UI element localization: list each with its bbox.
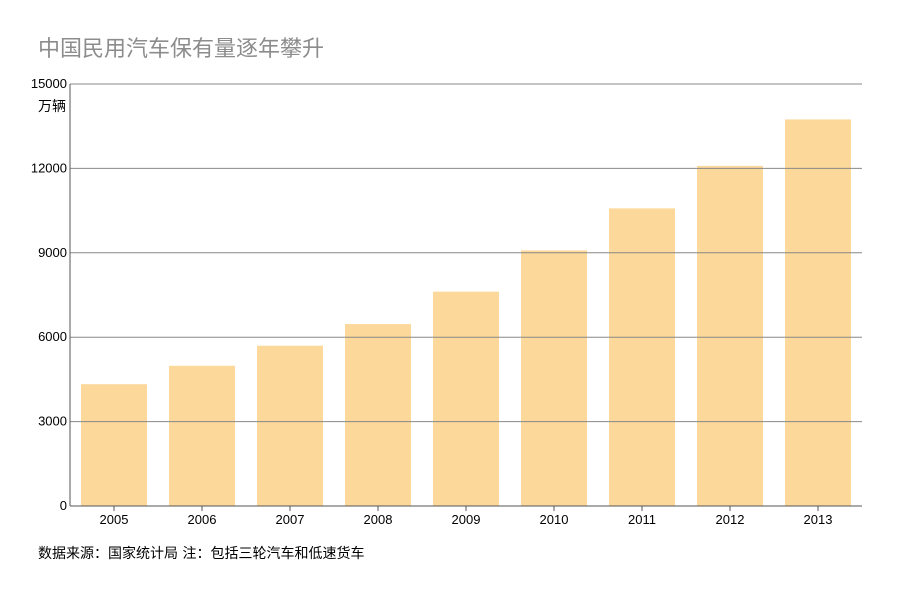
y-tick-label-12000: 12000 <box>31 160 67 175</box>
x-tick-label-2007: 2007 <box>276 512 305 527</box>
bar-2013 <box>785 119 851 507</box>
source-note: 数据来源：国家统计局 注：包括三轮汽车和低速货车 <box>38 546 365 562</box>
bar-2005 <box>81 384 147 506</box>
x-tick-label-2012: 2012 <box>716 512 745 527</box>
bar-2006 <box>169 365 235 506</box>
axes <box>69 84 862 511</box>
y-tick-label-15000: 15000 <box>31 76 67 91</box>
bar-2008 <box>345 324 411 506</box>
x-tick-label-2010: 2010 <box>540 512 569 527</box>
x-tick-label-2006: 2006 <box>188 512 217 527</box>
x-tick-labels: 2005 2006 2007 2008 2009 2010 2011 2012 2013 <box>100 512 833 527</box>
gridlines <box>70 83 862 423</box>
x-tick-label-2005: 2005 <box>100 512 129 527</box>
y-tick-label-6000: 6000 <box>38 329 67 344</box>
bars <box>81 119 851 507</box>
bar-2012 <box>697 165 763 507</box>
x-tick-label-2009: 2009 <box>452 512 481 527</box>
x-tick-label-2011: 2011 <box>628 512 656 527</box>
y-axis-unit-label: 万辆 <box>38 99 66 115</box>
y-tick-label-9000: 9000 <box>38 245 67 260</box>
bar-2007 <box>257 345 323 506</box>
bar-2011 <box>609 208 675 507</box>
y-tick-label-3000: 3000 <box>38 414 67 429</box>
y-tick-label-0: 0 <box>60 498 67 513</box>
bar-2010 <box>521 250 587 506</box>
bar-2009 <box>433 291 499 506</box>
chart-title: 中国民用汽车保有量逐年攀升 <box>38 37 325 62</box>
x-tick-label-2008: 2008 <box>364 512 393 527</box>
y-tick-labels: 0 3000 6000 9000 12000 15000 <box>31 76 67 513</box>
x-tick-label-2013: 2013 <box>804 512 833 527</box>
